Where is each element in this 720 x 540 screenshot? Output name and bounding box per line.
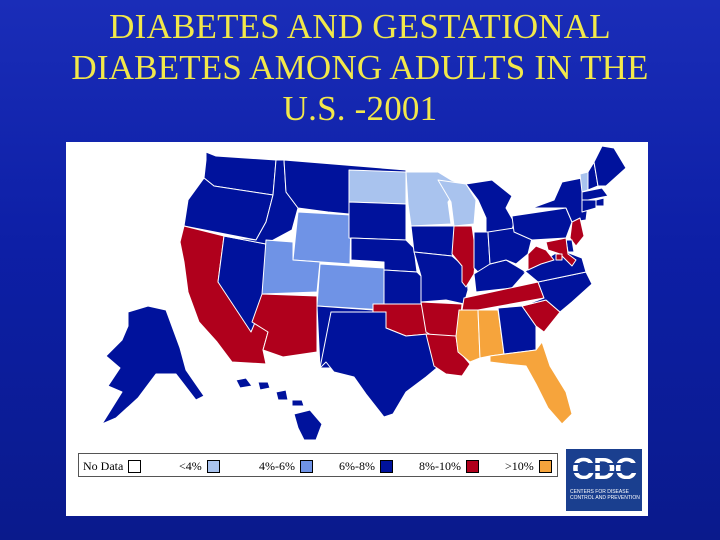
title-line-1: DIABETES AND GESTATIONAL — [109, 7, 611, 46]
state-ak — [101, 305, 205, 425]
legend-label-8-10: 8%-10% — [419, 459, 461, 474]
state-az — [251, 293, 318, 358]
cdc-logo: CDC CENTERS FOR DISEASE CONTROL AND PREV… — [566, 449, 642, 511]
legend-swatch-4-6 — [300, 459, 313, 473]
state-il — [451, 225, 477, 288]
title-line-3: U.S. -2001 — [282, 89, 438, 128]
state-hi — [235, 377, 323, 441]
state-wv — [527, 245, 555, 271]
legend-swatch-gt10 — [538, 459, 552, 473]
legend-8-10: 8%-10% — [419, 458, 479, 474]
cdc-logo-stripe — [570, 479, 638, 481]
state-me — [593, 145, 627, 187]
us-choropleth-map — [101, 145, 627, 441]
state-sd — [348, 201, 407, 241]
legend-6-8: 6%-8% — [339, 458, 393, 474]
legend-swatch-8-10 — [466, 459, 479, 473]
legend-swatch-no-data — [128, 459, 142, 473]
legend-label-no-data: No Data — [83, 459, 124, 474]
state-nd — [348, 169, 407, 205]
cdc-logo-subtitle: CENTERS FOR DISEASE CONTROL AND PREVENTI… — [568, 489, 642, 501]
cdc-logo-stripe — [570, 471, 638, 473]
state-dc — [555, 253, 563, 261]
cdc-logo-stripe — [570, 463, 638, 465]
state-ga — [497, 305, 537, 355]
state-pa — [511, 207, 573, 241]
state-ma — [581, 187, 609, 201]
legend-label-lt4: <4% — [179, 459, 202, 474]
cdc-subtitle-line-1: CENTERS FOR DISEASE — [570, 489, 629, 495]
state-nj — [569, 217, 585, 247]
legend-label-4-6: 4%-6% — [259, 459, 295, 474]
cdc-subtitle-line-2: CONTROL AND PREVENTION — [570, 495, 640, 501]
state-co — [316, 263, 385, 311]
slide-title: DIABETES AND GESTATIONAL DIABETES AMONG … — [0, 6, 720, 129]
legend-lt4: <4% — [179, 458, 220, 474]
state-fl — [489, 341, 573, 425]
legend-4-6: 4%-6% — [259, 458, 313, 474]
cdc-logo-letters: CDC — [571, 451, 637, 486]
map-panel: No Data <4% 4%-6% 6%-8% 8%-10% >10% CDC … — [66, 142, 648, 516]
state-tx — [319, 311, 439, 418]
state-ks — [383, 269, 422, 305]
legend-swatch-lt4 — [206, 459, 220, 473]
legend-swatch-6-8 — [380, 459, 393, 473]
state-md — [545, 237, 577, 267]
title-line-2: DIABETES AMONG ADULTS IN THE — [71, 48, 649, 87]
state-tn — [461, 281, 545, 311]
state-wy — [292, 211, 352, 265]
legend-gt10: >10% — [505, 458, 552, 474]
state-vt — [579, 171, 589, 193]
legend-no-data: No Data — [83, 458, 142, 474]
legend: No Data <4% 4%-6% 6%-8% 8%-10% >10% — [78, 453, 558, 477]
state-ct — [581, 199, 597, 213]
legend-label-gt10: >10% — [505, 459, 534, 474]
state-ri — [595, 197, 605, 207]
legend-label-6-8: 6%-8% — [339, 459, 375, 474]
